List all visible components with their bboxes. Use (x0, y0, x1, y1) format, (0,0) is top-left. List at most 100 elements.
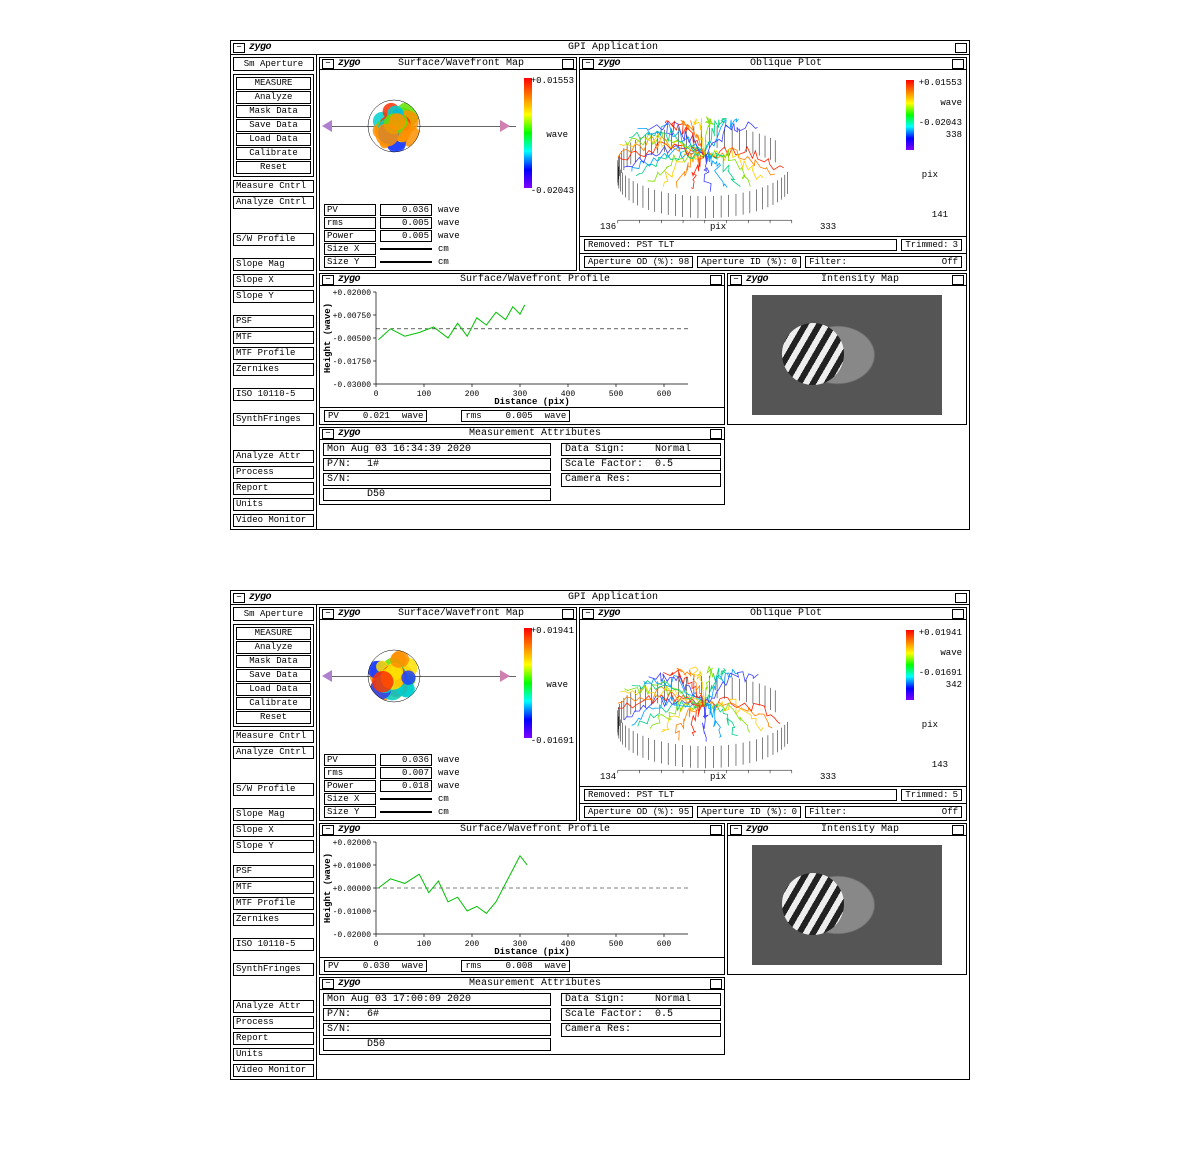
sidebar-item-video-monitor[interactable]: Video Monitor (233, 514, 314, 527)
sidebar-item-iso-10110-5[interactable]: ISO 10110-5 (233, 938, 314, 951)
sidebar-item-slope-mag[interactable]: Slope Mag (233, 808, 314, 821)
maximize-icon[interactable] (952, 609, 964, 619)
sidebar-item-synthfringes[interactable]: SynthFringes (233, 413, 314, 426)
sysmenu-icon[interactable]: – (322, 825, 334, 835)
sidebar-btn-measure[interactable]: MEASURE (236, 77, 311, 90)
sidebar-btn-mask-data[interactable]: Mask Data (236, 655, 311, 668)
sidebar-item-psf[interactable]: PSF (233, 865, 314, 878)
sidebar-item-s-w-profile[interactable]: S/W Profile (233, 233, 314, 246)
sidebar-item-analyze-attr[interactable]: Analyze Attr (233, 1000, 314, 1013)
sidebar-btn-measure[interactable]: MEASURE (236, 627, 311, 640)
sidebar-item-measure-cntrl[interactable]: Measure Cntrl (233, 180, 314, 193)
maximize-icon[interactable] (562, 59, 574, 69)
sysmenu-icon[interactable]: – (730, 275, 742, 285)
left-handle-icon[interactable] (322, 120, 332, 132)
sysmenu-icon[interactable]: – (730, 825, 742, 835)
maximize-icon[interactable] (952, 825, 964, 835)
sidebar-btn-analyze[interactable]: Analyze (236, 641, 311, 654)
sidebar-btn-reset[interactable]: Reset (236, 711, 311, 724)
sidebar-item-synthfringes[interactable]: SynthFringes (233, 963, 314, 976)
sidebar-btn-reset[interactable]: Reset (236, 161, 311, 174)
sidebar-item-slope-mag[interactable]: Slope Mag (233, 258, 314, 271)
sysmenu-icon[interactable]: – (582, 609, 594, 619)
sidebar-item-slope-y[interactable]: Slope Y (233, 290, 314, 303)
sidebar-btn-save-data[interactable]: Save Data (236, 119, 311, 132)
right-handle-icon[interactable] (500, 120, 510, 132)
window-title: Surface/Wavefront Map (360, 608, 562, 619)
sidebar-item-analyze-attr[interactable]: Analyze Attr (233, 450, 314, 463)
ap-od-cell: Aperture OD (%):98 (584, 256, 693, 268)
sidebar-item-zernikes[interactable]: Zernikes (233, 363, 314, 376)
sysmenu-icon[interactable]: – (322, 275, 334, 285)
maximize-icon[interactable] (955, 593, 967, 603)
right-handle-icon[interactable] (500, 670, 510, 682)
sidebar-item-mtf[interactable]: MTF (233, 881, 314, 894)
sidebar-btn-save-data[interactable]: Save Data (236, 669, 311, 682)
maximize-icon[interactable] (952, 275, 964, 285)
sidebar-item-mtf[interactable]: MTF (233, 331, 314, 344)
window-title: Surface/Wavefront Profile (360, 274, 710, 285)
sidebar-btn-calibrate[interactable]: Calibrate (236, 697, 311, 710)
brand-label: zygo (338, 978, 360, 989)
attr-row: Camera Res:਀ (561, 1023, 721, 1037)
pv-cell: PV0.030wave (324, 960, 427, 972)
svg-text:600: 600 (657, 390, 672, 399)
sidebar-item-units[interactable]: Units (233, 498, 314, 511)
sidebar-btn-mask-data[interactable]: Mask Data (236, 105, 311, 118)
brand-label: zygo (598, 608, 620, 619)
sysmenu-icon[interactable]: – (322, 609, 334, 619)
stat-value (380, 798, 432, 800)
sidebar-item-psf[interactable]: PSF (233, 315, 314, 328)
sysmenu-icon[interactable]: – (233, 43, 245, 53)
ob-axis-r: pix (922, 170, 938, 180)
maximize-icon[interactable] (710, 825, 722, 835)
sidebar-item-process[interactable]: Process (233, 466, 314, 479)
sidebar-item-report[interactable]: Report (233, 482, 314, 495)
sysmenu-icon[interactable]: – (322, 59, 334, 69)
sidebar-item-mtf-profile[interactable]: MTF Profile (233, 897, 314, 910)
window-titlebar: –zygoMeasurement Attributes (320, 978, 724, 990)
app-window: –zygoGPI ApplicationSm ApertureMEASUREAn… (230, 590, 970, 1080)
sidebar-item-report[interactable]: Report (233, 1032, 314, 1045)
stat-row: rms0.007wave (324, 767, 572, 779)
maximize-icon[interactable] (562, 609, 574, 619)
sysmenu-icon[interactable]: – (582, 59, 594, 69)
colorbar-label: wave (546, 680, 568, 690)
sidebar-btn-calibrate[interactable]: Calibrate (236, 147, 311, 160)
svg-text:-0.03000: -0.03000 (333, 381, 372, 390)
stat-unit: wave (436, 768, 476, 778)
maximize-icon[interactable] (955, 43, 967, 53)
sidebar-item-slope-x[interactable]: Slope X (233, 274, 314, 287)
sysmenu-icon[interactable]: – (322, 979, 334, 989)
svg-text:100: 100 (417, 390, 432, 399)
stat-unit: wave (436, 755, 476, 765)
maximize-icon[interactable] (952, 59, 964, 69)
stat-unit: wave (436, 231, 476, 241)
sidebar-btn-analyze[interactable]: Analyze (236, 91, 311, 104)
sidebar-btn-load-data[interactable]: Load Data (236, 133, 311, 146)
sidebar-item-s-w-profile[interactable]: S/W Profile (233, 783, 314, 796)
left-handle-icon[interactable] (322, 670, 332, 682)
svg-text:-0.01000: -0.01000 (333, 908, 372, 917)
colorbar-max: +0.01941 (531, 626, 574, 636)
maximize-icon[interactable] (710, 979, 722, 989)
maximize-icon[interactable] (710, 275, 722, 285)
wavefront-stats: PV0.036waverms0.005wavePower0.005waveSiz… (320, 202, 576, 270)
sidebar-item-slope-y[interactable]: Slope Y (233, 840, 314, 853)
sidebar-btn-load-data[interactable]: Load Data (236, 683, 311, 696)
sidebar-item-slope-x[interactable]: Slope X (233, 824, 314, 837)
sidebar-item-units[interactable]: Units (233, 1048, 314, 1061)
sidebar-item-measure-cntrl[interactable]: Measure Cntrl (233, 730, 314, 743)
sidebar-item-iso-10110-5[interactable]: ISO 10110-5 (233, 388, 314, 401)
svg-text:-0.00500: -0.00500 (333, 335, 372, 344)
sidebar-item-zernikes[interactable]: Zernikes (233, 913, 314, 926)
maximize-icon[interactable] (710, 429, 722, 439)
sidebar-item-analyze-cntrl[interactable]: Analyze Cntrl (233, 196, 314, 209)
oblique-panel: –zygoOblique Plot+0.01941wave-0.01691342… (579, 607, 967, 821)
sysmenu-icon[interactable]: – (322, 429, 334, 439)
sidebar-item-video-monitor[interactable]: Video Monitor (233, 1064, 314, 1077)
sidebar-item-mtf-profile[interactable]: MTF Profile (233, 347, 314, 360)
sidebar-item-process[interactable]: Process (233, 1016, 314, 1029)
sysmenu-icon[interactable]: – (233, 593, 245, 603)
sidebar-item-analyze-cntrl[interactable]: Analyze Cntrl (233, 746, 314, 759)
